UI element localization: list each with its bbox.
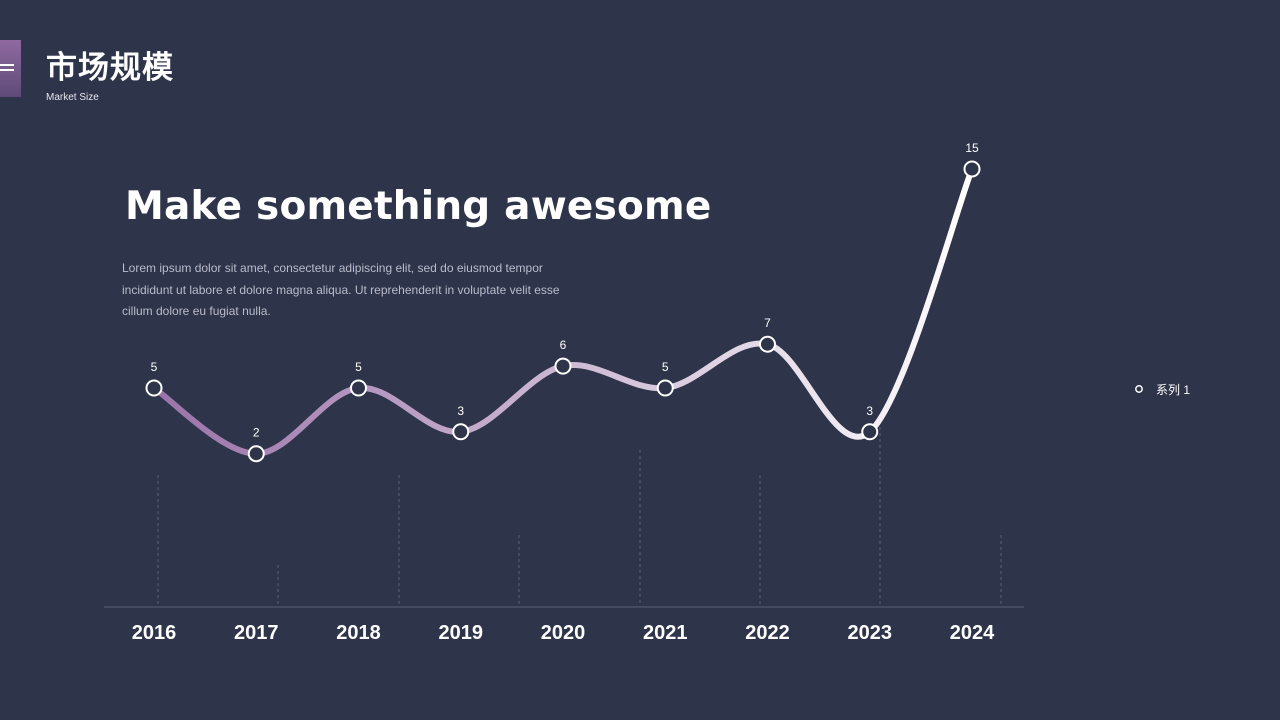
data-label-2024: 15 bbox=[965, 141, 979, 155]
data-label-2022: 7 bbox=[764, 316, 771, 330]
data-label-2018: 5 bbox=[355, 360, 362, 374]
x-tick-label-2019: 2019 bbox=[439, 622, 484, 644]
title-badge bbox=[0, 40, 21, 97]
data-label-2019: 3 bbox=[457, 404, 464, 418]
data-point-2023 bbox=[861, 423, 879, 441]
x-tick-label-2016: 2016 bbox=[132, 622, 177, 644]
x-tick-label-2021: 2021 bbox=[643, 622, 688, 644]
data-point-2022 bbox=[759, 335, 776, 353]
data-point-2021 bbox=[656, 379, 674, 397]
x-tick-label-2018: 2018 bbox=[336, 622, 381, 644]
data-point-2017 bbox=[247, 445, 265, 463]
x-tick-label-2024: 2024 bbox=[950, 622, 995, 644]
legend-label: 系列 1 bbox=[1156, 383, 1190, 397]
legend-swatch-marker bbox=[1135, 385, 1143, 393]
data-label-2021: 5 bbox=[662, 360, 669, 374]
data-point-2020 bbox=[554, 357, 572, 375]
data-label-2016: 5 bbox=[151, 360, 158, 374]
data-point-2018 bbox=[350, 379, 367, 397]
data-label-2023: 3 bbox=[866, 404, 873, 418]
series-line bbox=[151, 166, 975, 457]
data-point-2019 bbox=[452, 423, 470, 441]
data-label-2017: 2 bbox=[253, 426, 260, 440]
body-paragraph: Lorem ipsum dolor sit amet, consectetur … bbox=[122, 261, 560, 318]
menu-icon bbox=[0, 64, 14, 74]
x-tick-label-2022: 2022 bbox=[745, 622, 790, 644]
x-tick-label-2020: 2020 bbox=[541, 622, 586, 644]
category-gridlines bbox=[157, 415, 1002, 607]
page-title: 市场规模 bbox=[46, 50, 174, 86]
data-point-2024 bbox=[963, 160, 981, 178]
data-point-2016 bbox=[145, 379, 163, 397]
x-tick-label-2017: 2017 bbox=[234, 622, 279, 644]
data-label-2020: 6 bbox=[560, 338, 567, 352]
page-subtitle: Market Size bbox=[46, 92, 99, 103]
headline: Make something awesome bbox=[125, 184, 712, 229]
x-tick-label-2023: 2023 bbox=[848, 622, 893, 644]
legend: 系列 1 bbox=[1124, 383, 1190, 397]
